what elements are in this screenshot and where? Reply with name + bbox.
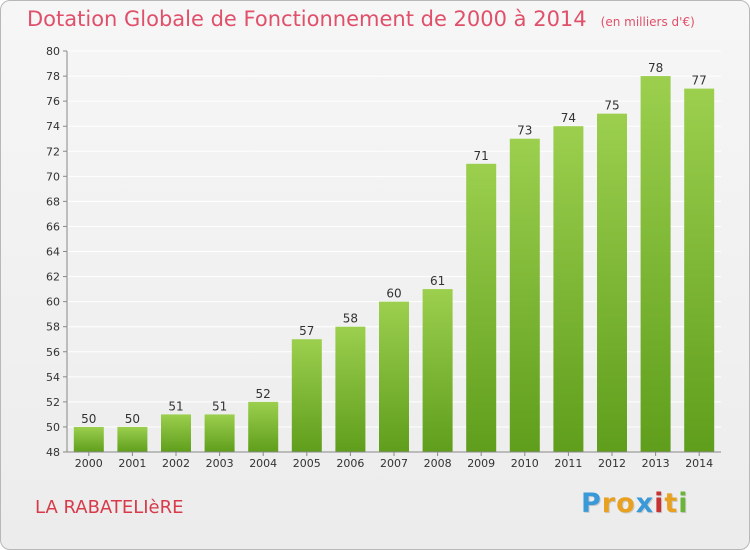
y-tick-label: 64 [46, 246, 60, 259]
logo-letter: i [678, 488, 689, 519]
y-tick-label: 74 [46, 120, 60, 133]
bar-2007 [379, 301, 409, 452]
bars: 50 50 51 51 52 57 58 60 61 71 73 74 75 78 77 [73, 61, 715, 452]
x-tick-label-2011: 2011 [554, 457, 582, 470]
x-tick-label-2001: 2001 [118, 457, 146, 470]
chart-title-text: Dotation Globale de Fonctionnement de 20… [27, 7, 587, 31]
bar-2002 [161, 414, 191, 452]
bar-2012 [597, 113, 627, 452]
value-label-2000: 50 [81, 412, 96, 426]
bar-2008 [422, 289, 453, 452]
logo-letter: o [616, 488, 636, 519]
value-label-2014: 77 [692, 74, 707, 88]
bar-2009 [466, 163, 497, 452]
x-tick-label-2010: 2010 [511, 457, 539, 470]
x-tick-label-2009: 2009 [467, 457, 495, 470]
bar-2001 [117, 426, 148, 452]
y-tick-label: 52 [46, 396, 60, 409]
x-tick-label-2007: 2007 [380, 457, 408, 470]
bar-2000 [73, 426, 104, 452]
x-tick-label-2008: 2008 [424, 457, 452, 470]
y-tick-label: 78 [46, 70, 60, 83]
y-tick-label: 58 [46, 321, 60, 334]
y-tick-label: 70 [46, 170, 60, 183]
x-tick-label-2005: 2005 [293, 457, 321, 470]
x-tick-label-2003: 2003 [206, 457, 234, 470]
x-tick-label-2012: 2012 [598, 457, 626, 470]
value-label-2002: 51 [168, 399, 183, 413]
value-label-2009: 71 [474, 149, 489, 163]
y-tick-label: 72 [46, 145, 60, 158]
axes: 48 50 52 54 56 58 60 62 64 66 68 70 72 74 76 78 80 2000 20… [46, 45, 721, 470]
bar-2004 [248, 401, 279, 452]
x-tick-label-2004: 2004 [249, 457, 277, 470]
value-label-2005: 57 [299, 324, 314, 338]
value-label-2001: 50 [125, 412, 140, 426]
logo-letter: x [635, 488, 655, 519]
bar-2011 [553, 126, 584, 452]
value-label-2004: 52 [256, 387, 271, 401]
bar-2003 [204, 414, 235, 452]
y-tick-label: 54 [46, 371, 60, 384]
value-label-2011: 74 [561, 111, 576, 125]
y-tick-label: 56 [46, 346, 60, 359]
bar-2006 [335, 326, 366, 452]
value-label-2003: 51 [212, 399, 227, 413]
x-tick-label-2002: 2002 [162, 457, 190, 470]
logo-letter: i [654, 488, 665, 519]
y-tick-label: 62 [46, 271, 60, 284]
logo-letter: r [601, 488, 617, 519]
y-tick-label: 80 [46, 45, 60, 58]
value-label-2008: 61 [430, 274, 445, 288]
chart-title-unit: (en milliers d'€) [600, 15, 695, 29]
value-label-2012: 75 [604, 99, 619, 113]
x-tick-label-2006: 2006 [336, 457, 364, 470]
x-tick-label-2014: 2014 [685, 457, 713, 470]
y-tick-label: 48 [46, 446, 60, 459]
value-label-2013: 78 [648, 61, 663, 75]
bar-2013 [640, 76, 671, 452]
logo-letter: t [664, 488, 679, 519]
bar-2014 [684, 88, 715, 452]
y-tick-label: 76 [46, 95, 60, 108]
chart-title: Dotation Globale de Fonctionnement de 20… [27, 7, 695, 31]
bar-2010 [509, 138, 540, 452]
x-tick-label-2000: 2000 [75, 457, 103, 470]
bar-2005 [291, 339, 322, 452]
x-tick-label-2013: 2013 [642, 457, 670, 470]
y-tick-label: 66 [46, 220, 60, 233]
value-label-2006: 58 [343, 312, 358, 326]
value-label-2010: 73 [517, 124, 532, 138]
value-label-2007: 60 [386, 287, 401, 301]
logo-letter: P [581, 488, 602, 519]
y-tick-label: 60 [46, 296, 60, 309]
proxiti-logo: Proxiti [581, 488, 689, 519]
commune-name: LA RABATELIèRE [35, 497, 184, 518]
y-tick-label: 68 [46, 195, 60, 208]
y-tick-label: 50 [46, 421, 60, 434]
